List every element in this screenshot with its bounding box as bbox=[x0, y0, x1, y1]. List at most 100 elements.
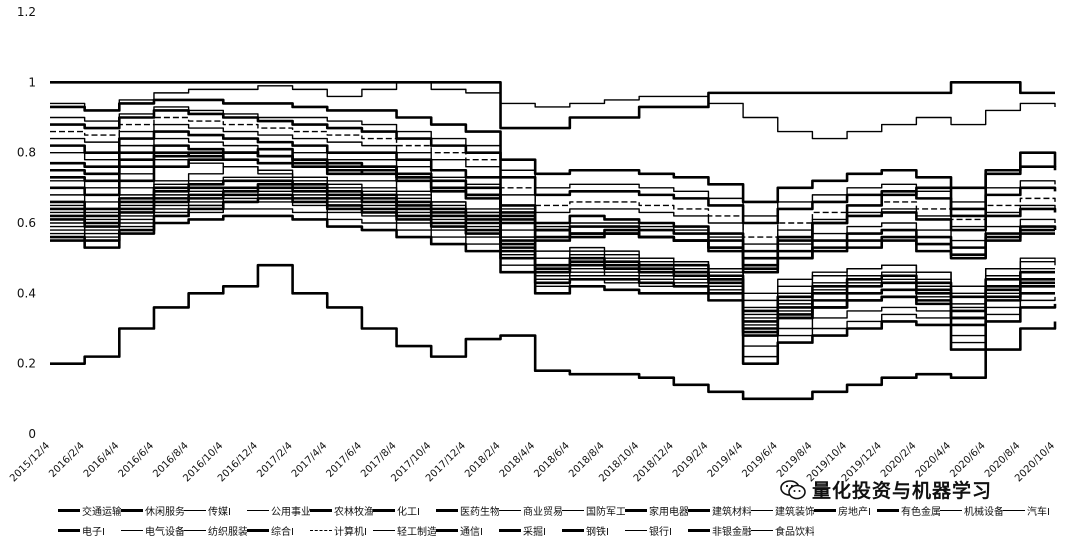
legend-label: 医药生物I bbox=[460, 506, 499, 518]
legend-label: 商业贸易I bbox=[523, 506, 562, 518]
x-tick-label: 2015/12/4 bbox=[8, 440, 52, 484]
legend-swatch bbox=[940, 509, 962, 511]
legend-swatch bbox=[688, 508, 710, 512]
legend-item: 建筑装饰I bbox=[751, 503, 814, 518]
series-line bbox=[50, 81, 1056, 140]
legend-label: 建筑装饰I bbox=[775, 506, 814, 518]
x-tick-label: 2019/2/4 bbox=[671, 440, 711, 480]
legend-swatch bbox=[1003, 509, 1025, 511]
x-tick-label: 2017/2/4 bbox=[255, 440, 295, 480]
x-tick-label: 2017/4/4 bbox=[290, 440, 330, 480]
legend-item: 传媒I bbox=[184, 503, 247, 518]
legend-item: 电气设备I bbox=[121, 523, 184, 538]
legend-label: 纺织服装I bbox=[208, 526, 247, 538]
legend-label: 交通运输I bbox=[82, 506, 121, 518]
legend-swatch bbox=[562, 528, 584, 532]
legend-item: 通信I bbox=[436, 523, 499, 538]
legend-label: 计算机I bbox=[334, 526, 367, 538]
legend-item: 医药生物I bbox=[436, 503, 499, 518]
legend-label: 银行I bbox=[649, 526, 672, 538]
line-chart: 0 0.2 0.4 0.6 0.8 1 1.2 2015/12/42016/2/42016/4… bbox=[8, 5, 1057, 484]
legend-label: 公用事业I bbox=[271, 506, 310, 518]
series-line bbox=[50, 151, 1055, 274]
legend-label: 国防军工I bbox=[586, 506, 625, 518]
legend-swatch bbox=[58, 508, 80, 512]
legend-label: 家用电器I bbox=[649, 506, 688, 518]
legend-item: 建筑材料I bbox=[688, 503, 751, 518]
legend-item: 采掘I bbox=[499, 523, 562, 538]
legend-item: 钢铁I bbox=[562, 523, 625, 538]
legend-label: 通信I bbox=[460, 526, 483, 538]
legend-label: 化工I bbox=[397, 506, 420, 518]
x-tick-label: 2016/6/4 bbox=[117, 440, 157, 480]
legend-label: 采掘I bbox=[523, 526, 546, 538]
y-tick-label: 0.8 bbox=[17, 146, 36, 160]
legend-item: 食品饮料I bbox=[751, 523, 814, 538]
legend-swatch bbox=[688, 528, 710, 532]
legend-label: 汽车I bbox=[1027, 506, 1050, 518]
x-tick-label: 2020/2/4 bbox=[879, 440, 919, 480]
series-line bbox=[50, 263, 1057, 401]
legend-swatch bbox=[184, 529, 206, 531]
legend-swatch bbox=[121, 508, 143, 512]
legend-item: 电子I bbox=[58, 523, 121, 538]
legend-item: 非银金融I bbox=[688, 523, 751, 538]
legend-item: 轻工制造I bbox=[373, 523, 436, 538]
legend-item: 家用电器I bbox=[625, 503, 688, 518]
x-tick-label: 2018/6/4 bbox=[532, 440, 572, 480]
watermark-text: 量化投资与机器学习 bbox=[812, 480, 993, 502]
legend-label: 电气设备I bbox=[145, 526, 184, 538]
legend: 交通运输I 休闲服务I 传媒I 公用事业I 农林牧渔I 化工I 医药生物I 商业贸易I 国防军工… bbox=[58, 500, 1068, 540]
legend-label: 有色金属I bbox=[901, 506, 940, 518]
legend-item: 汽车I bbox=[1003, 503, 1066, 518]
series-line bbox=[50, 123, 1056, 245]
series-line bbox=[50, 144, 1057, 267]
series-line bbox=[50, 147, 1057, 260]
legend-label: 建筑材料I bbox=[712, 506, 751, 518]
x-tick-label: 2017/6/4 bbox=[324, 440, 364, 480]
series-line bbox=[50, 116, 1056, 238]
legend-swatch bbox=[184, 509, 206, 511]
series-line bbox=[50, 106, 1056, 217]
legend-swatch bbox=[562, 509, 584, 511]
x-tick-label: 2020/6/4 bbox=[948, 440, 988, 480]
series-line bbox=[50, 81, 1055, 130]
legend-swatch bbox=[436, 528, 458, 532]
legend-swatch bbox=[58, 528, 80, 532]
legend-swatch bbox=[625, 529, 647, 531]
legend-label: 轻工制造I bbox=[397, 526, 436, 538]
legend-swatch bbox=[499, 528, 521, 532]
legend-item: 房地产I bbox=[814, 503, 877, 518]
legend-item: 交通运输I bbox=[58, 503, 121, 518]
legend-swatch bbox=[625, 508, 647, 512]
legend-swatch bbox=[877, 508, 899, 512]
legend-swatch bbox=[373, 508, 395, 512]
legend-row: 电子I 电气设备I 纺织服装I 综合I 计算机I 轻工制造I 通信I 采掘I 钢铁I 银行I 非银金… bbox=[58, 520, 1068, 540]
y-tick-label: 1.2 bbox=[17, 5, 36, 19]
legend-item: 公用事业I bbox=[247, 503, 310, 518]
legend-item: 休闲服务I bbox=[121, 503, 184, 518]
wechat-icon bbox=[780, 479, 806, 499]
y-tick-label: 0 bbox=[28, 427, 36, 441]
x-tick-label: 2018/4/4 bbox=[498, 440, 538, 480]
legend-swatch bbox=[247, 528, 269, 532]
series-line bbox=[50, 98, 1057, 204]
legend-swatch bbox=[436, 508, 458, 512]
legend-item: 商业贸易I bbox=[499, 503, 562, 518]
legend-item: 有色金属I bbox=[877, 503, 940, 518]
legend-swatch bbox=[814, 508, 836, 512]
legend-swatch bbox=[310, 529, 332, 531]
legend-item: 银行I bbox=[625, 523, 688, 538]
legend-swatch bbox=[121, 529, 143, 531]
legend-label: 食品饮料I bbox=[775, 526, 814, 538]
series-line bbox=[50, 214, 1055, 334]
series-line bbox=[50, 109, 1057, 225]
y-tick-label: 0.2 bbox=[17, 357, 36, 371]
legend-swatch bbox=[247, 509, 269, 511]
y-tick-label: 0.4 bbox=[17, 286, 36, 300]
x-tick-label: 2016/2/4 bbox=[47, 440, 87, 480]
legend-item: 纺织服装I bbox=[184, 523, 247, 538]
legend-label: 房地产I bbox=[838, 506, 871, 518]
x-tick-label: 2020/4/4 bbox=[914, 440, 954, 480]
